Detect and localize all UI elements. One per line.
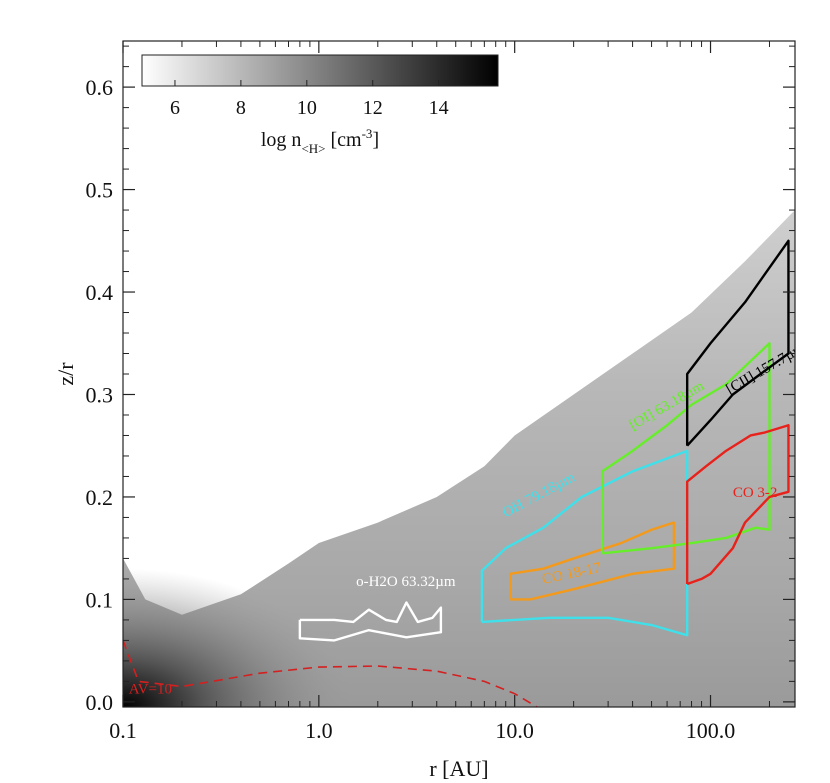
y-axis-label: z/r bbox=[53, 362, 78, 386]
colorbar-tick-label: 10 bbox=[297, 97, 317, 119]
colorbar-gradient bbox=[141, 54, 499, 87]
x-axis-label: r [AU] bbox=[429, 756, 488, 781]
colorbar: 6 8 10 12 14 log n<H> [cm-3] bbox=[141, 54, 499, 156]
colorbar-tick-label: 8 bbox=[236, 97, 246, 119]
colorbar-tick-label: 6 bbox=[170, 97, 180, 119]
contour-label-co-3-2: CO 3-2 bbox=[733, 485, 778, 501]
contour-o-h2o-63-32-m bbox=[298, 601, 443, 642]
y-tick-label: 0.0 bbox=[86, 690, 114, 715]
y-tick-label: 0.1 bbox=[86, 587, 114, 612]
y-tick-label: 0.6 bbox=[86, 75, 114, 100]
x-tick-label: 0.1 bbox=[109, 718, 137, 743]
av-10-line bbox=[123, 640, 538, 707]
axes: 0.1 1.0 10.0 100.0 0.0 0.1 0.2 0.3 0.4 0.5 0.6 bbox=[86, 41, 795, 743]
contour-label-o-h2o-63-32-m: o-H2O 63.32µm bbox=[356, 574, 456, 590]
contour-co-18-17 bbox=[509, 521, 676, 601]
av-10-label: AV=10 bbox=[129, 682, 172, 698]
contour-oh-79-18-m bbox=[480, 449, 689, 637]
colorbar-tick-label: 12 bbox=[363, 97, 383, 119]
contour-co-3-2 bbox=[685, 424, 790, 586]
x-tick-label: 100.0 bbox=[686, 718, 736, 743]
y-tick-label: 0.4 bbox=[86, 280, 114, 305]
contour-cii-157-7-m bbox=[685, 239, 790, 447]
x-tick-label: 1.0 bbox=[305, 718, 333, 743]
y-tick-label: 0.3 bbox=[86, 382, 114, 407]
y-tick-label: 0.2 bbox=[86, 485, 114, 510]
y-tick-label: 0.5 bbox=[86, 178, 114, 203]
colorbar-tick-label: 14 bbox=[429, 97, 449, 119]
contour-oi-63-18-m bbox=[601, 342, 771, 555]
x-tick-label: 10.0 bbox=[495, 718, 534, 743]
colorbar-label: log n<H> [cm-3] bbox=[261, 126, 379, 156]
